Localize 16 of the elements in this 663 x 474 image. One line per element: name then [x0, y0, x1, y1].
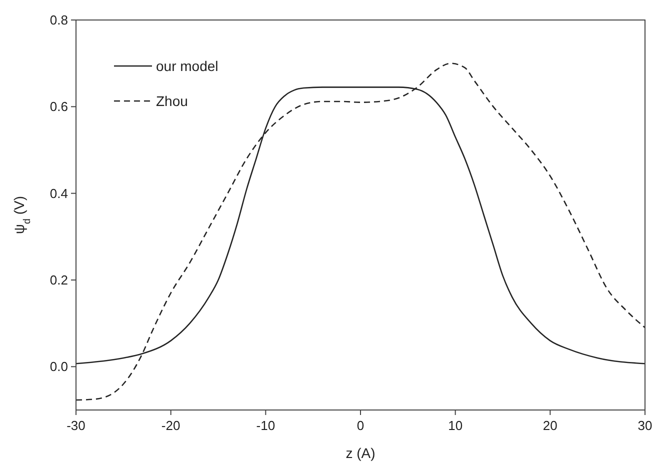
y-tick-label: 0.0 [50, 359, 68, 374]
x-tick-label: 0 [356, 418, 364, 433]
y-tick-label: 0.4 [50, 186, 68, 201]
x-tick-label: -20 [161, 418, 180, 433]
x-tick-label: 20 [542, 418, 558, 433]
y-tick-label: 0.8 [50, 12, 68, 28]
legend-label: Zhou [156, 93, 188, 109]
x-tick-label: -30 [66, 418, 86, 433]
x-tick-label: 10 [448, 418, 463, 433]
y-tick-label: 0.6 [50, 99, 68, 114]
x-axis-title: z (A) [346, 445, 376, 461]
x-tick-label: -10 [256, 418, 276, 433]
x-tick-label: 30 [638, 418, 652, 433]
y-tick-label: 0.2 [50, 272, 68, 288]
line-series [75, 62, 646, 401]
legend-label: our model [156, 58, 218, 74]
